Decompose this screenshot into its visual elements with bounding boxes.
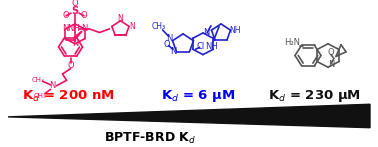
Text: N: N	[203, 29, 209, 37]
Text: Cl: Cl	[197, 42, 205, 51]
Text: N: N	[50, 81, 56, 90]
Text: K$_d$ = 200 nM: K$_d$ = 200 nM	[22, 88, 115, 104]
Text: S: S	[71, 6, 79, 16]
Text: O: O	[81, 11, 87, 20]
Polygon shape	[8, 104, 370, 128]
Text: N: N	[129, 22, 135, 31]
Text: N: N	[170, 47, 177, 56]
Text: O: O	[63, 11, 69, 20]
Text: N: N	[166, 34, 173, 42]
Text: N: N	[62, 24, 69, 33]
Text: O: O	[67, 61, 74, 70]
Text: O: O	[72, 0, 78, 8]
Text: NH: NH	[67, 24, 80, 33]
Text: BPTF-BRD K$_d$: BPTF-BRD K$_d$	[104, 131, 196, 146]
Text: CH₃: CH₃	[31, 77, 44, 83]
Text: K$_d$ = 6 μM: K$_d$ = 6 μM	[161, 88, 235, 104]
Text: N: N	[81, 24, 88, 33]
Text: N: N	[118, 14, 123, 23]
Text: N: N	[72, 39, 78, 48]
Text: K$_d$ = 230 μM: K$_d$ = 230 μM	[268, 88, 361, 104]
Text: N: N	[328, 60, 334, 69]
Text: NH: NH	[205, 42, 218, 51]
Text: O: O	[163, 40, 170, 49]
Text: H₂N: H₂N	[284, 38, 300, 47]
Text: CH₃: CH₃	[152, 22, 166, 31]
Text: O: O	[328, 48, 334, 57]
Text: NH: NH	[229, 26, 240, 35]
Text: CH₃: CH₃	[33, 93, 46, 99]
